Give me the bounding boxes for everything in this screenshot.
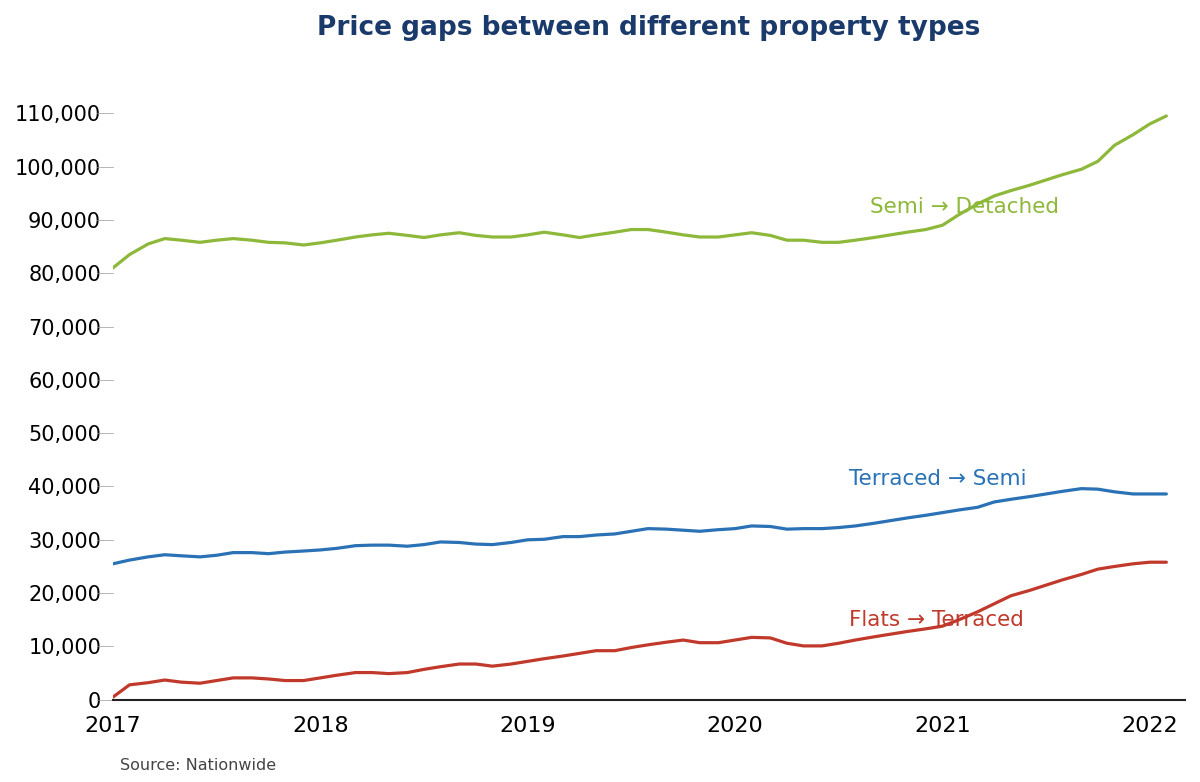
Title: Price gaps between different property types: Price gaps between different property ty… bbox=[317, 15, 980, 41]
Text: Semi → Detached: Semi → Detached bbox=[870, 196, 1058, 217]
Text: Flats → Terraced: Flats → Terraced bbox=[850, 610, 1024, 630]
Text: Terraced → Semi: Terraced → Semi bbox=[850, 468, 1026, 489]
Text: Source: Nationwide: Source: Nationwide bbox=[120, 758, 276, 773]
